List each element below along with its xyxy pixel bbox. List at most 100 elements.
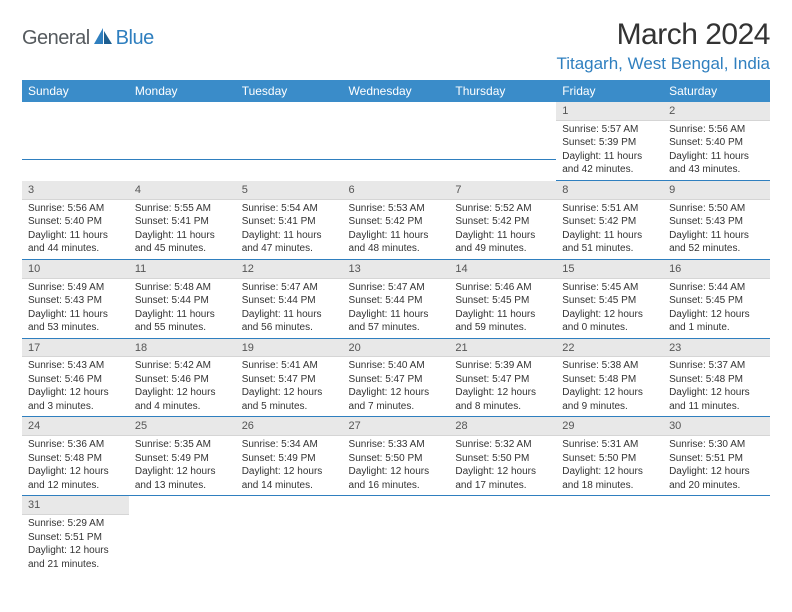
daylight-text: Daylight: 12 hours and 3 minutes. bbox=[28, 386, 123, 413]
sunset-text: Sunset: 5:41 PM bbox=[242, 215, 337, 229]
empty-cell bbox=[343, 496, 450, 554]
sunrise-text: Sunrise: 5:36 AM bbox=[28, 438, 123, 452]
day-number: 19 bbox=[236, 339, 343, 358]
daylight-text: Daylight: 12 hours and 18 minutes. bbox=[562, 465, 657, 492]
day-number: 5 bbox=[236, 181, 343, 200]
calendar-cell: 24Sunrise: 5:36 AMSunset: 5:48 PMDayligh… bbox=[22, 417, 129, 496]
day-number: 31 bbox=[22, 496, 129, 515]
day-body: Sunrise: 5:57 AMSunset: 5:39 PMDaylight:… bbox=[556, 121, 663, 181]
calendar-cell: 2Sunrise: 5:56 AMSunset: 5:40 PMDaylight… bbox=[663, 102, 770, 181]
calendar-cell bbox=[449, 496, 556, 574]
day-number: 18 bbox=[129, 339, 236, 358]
day-body: Sunrise: 5:42 AMSunset: 5:46 PMDaylight:… bbox=[129, 357, 236, 417]
daylight-text: Daylight: 12 hours and 16 minutes. bbox=[349, 465, 444, 492]
daylight-text: Daylight: 11 hours and 51 minutes. bbox=[562, 229, 657, 256]
daylight-text: Daylight: 11 hours and 57 minutes. bbox=[349, 308, 444, 335]
day-body: Sunrise: 5:44 AMSunset: 5:45 PMDaylight:… bbox=[663, 279, 770, 339]
day-body: Sunrise: 5:49 AMSunset: 5:43 PMDaylight:… bbox=[22, 279, 129, 339]
day-body: Sunrise: 5:47 AMSunset: 5:44 PMDaylight:… bbox=[236, 279, 343, 339]
sunset-text: Sunset: 5:51 PM bbox=[28, 531, 123, 545]
calendar-row: 31Sunrise: 5:29 AMSunset: 5:51 PMDayligh… bbox=[22, 496, 770, 574]
day-number: 15 bbox=[556, 260, 663, 279]
sunrise-text: Sunrise: 5:57 AM bbox=[562, 123, 657, 137]
daylight-text: Daylight: 11 hours and 53 minutes. bbox=[28, 308, 123, 335]
sunset-text: Sunset: 5:41 PM bbox=[135, 215, 230, 229]
calendar-cell: 28Sunrise: 5:32 AMSunset: 5:50 PMDayligh… bbox=[449, 417, 556, 496]
calendar-cell: 15Sunrise: 5:45 AMSunset: 5:45 PMDayligh… bbox=[556, 260, 663, 339]
daylight-text: Daylight: 12 hours and 0 minutes. bbox=[562, 308, 657, 335]
daylight-text: Daylight: 12 hours and 4 minutes. bbox=[135, 386, 230, 413]
calendar-cell: 7Sunrise: 5:52 AMSunset: 5:42 PMDaylight… bbox=[449, 181, 556, 260]
empty-cell bbox=[129, 496, 236, 554]
weekday-header: Saturday bbox=[663, 80, 770, 102]
calendar-cell: 26Sunrise: 5:34 AMSunset: 5:49 PMDayligh… bbox=[236, 417, 343, 496]
sunset-text: Sunset: 5:39 PM bbox=[562, 136, 657, 150]
day-number: 4 bbox=[129, 181, 236, 200]
month-title: March 2024 bbox=[556, 18, 770, 52]
sunset-text: Sunset: 5:44 PM bbox=[135, 294, 230, 308]
sunset-text: Sunset: 5:42 PM bbox=[349, 215, 444, 229]
location: Titagarh, West Bengal, India bbox=[556, 54, 770, 74]
sunset-text: Sunset: 5:50 PM bbox=[349, 452, 444, 466]
day-body: Sunrise: 5:34 AMSunset: 5:49 PMDaylight:… bbox=[236, 436, 343, 496]
sunset-text: Sunset: 5:50 PM bbox=[562, 452, 657, 466]
sunrise-text: Sunrise: 5:42 AM bbox=[135, 359, 230, 373]
day-number: 14 bbox=[449, 260, 556, 279]
logo-text-general: General bbox=[22, 27, 90, 50]
calendar-row: 3Sunrise: 5:56 AMSunset: 5:40 PMDaylight… bbox=[22, 181, 770, 260]
sunset-text: Sunset: 5:43 PM bbox=[28, 294, 123, 308]
empty-cell bbox=[22, 102, 129, 160]
daylight-text: Daylight: 11 hours and 59 minutes. bbox=[455, 308, 550, 335]
daylight-text: Daylight: 11 hours and 48 minutes. bbox=[349, 229, 444, 256]
sunrise-text: Sunrise: 5:48 AM bbox=[135, 281, 230, 295]
day-body: Sunrise: 5:35 AMSunset: 5:49 PMDaylight:… bbox=[129, 436, 236, 496]
day-body: Sunrise: 5:43 AMSunset: 5:46 PMDaylight:… bbox=[22, 357, 129, 417]
calendar-cell: 12Sunrise: 5:47 AMSunset: 5:44 PMDayligh… bbox=[236, 260, 343, 339]
day-body: Sunrise: 5:56 AMSunset: 5:40 PMDaylight:… bbox=[22, 200, 129, 260]
day-body: Sunrise: 5:48 AMSunset: 5:44 PMDaylight:… bbox=[129, 279, 236, 339]
weekday-header: Monday bbox=[129, 80, 236, 102]
calendar-row: 10Sunrise: 5:49 AMSunset: 5:43 PMDayligh… bbox=[22, 260, 770, 339]
sail-icon bbox=[92, 26, 114, 51]
calendar-cell: 17Sunrise: 5:43 AMSunset: 5:46 PMDayligh… bbox=[22, 339, 129, 418]
day-body: Sunrise: 5:31 AMSunset: 5:50 PMDaylight:… bbox=[556, 436, 663, 496]
weekday-header-row: Sunday Monday Tuesday Wednesday Thursday… bbox=[22, 80, 770, 102]
day-body: Sunrise: 5:51 AMSunset: 5:42 PMDaylight:… bbox=[556, 200, 663, 260]
calendar-cell: 1Sunrise: 5:57 AMSunset: 5:39 PMDaylight… bbox=[556, 102, 663, 181]
calendar-cell: 31Sunrise: 5:29 AMSunset: 5:51 PMDayligh… bbox=[22, 496, 129, 574]
sunrise-text: Sunrise: 5:38 AM bbox=[562, 359, 657, 373]
daylight-text: Daylight: 11 hours and 49 minutes. bbox=[455, 229, 550, 256]
calendar-cell: 13Sunrise: 5:47 AMSunset: 5:44 PMDayligh… bbox=[343, 260, 450, 339]
calendar-row: 1Sunrise: 5:57 AMSunset: 5:39 PMDaylight… bbox=[22, 102, 770, 181]
sunrise-text: Sunrise: 5:44 AM bbox=[669, 281, 764, 295]
day-number: 3 bbox=[22, 181, 129, 200]
sunrise-text: Sunrise: 5:47 AM bbox=[242, 281, 337, 295]
sunset-text: Sunset: 5:50 PM bbox=[455, 452, 550, 466]
daylight-text: Daylight: 11 hours and 47 minutes. bbox=[242, 229, 337, 256]
day-number: 16 bbox=[663, 260, 770, 279]
sunrise-text: Sunrise: 5:40 AM bbox=[349, 359, 444, 373]
day-body: Sunrise: 5:50 AMSunset: 5:43 PMDaylight:… bbox=[663, 200, 770, 260]
daylight-text: Daylight: 11 hours and 52 minutes. bbox=[669, 229, 764, 256]
calendar-cell bbox=[449, 102, 556, 181]
sunset-text: Sunset: 5:48 PM bbox=[562, 373, 657, 387]
calendar-cell bbox=[236, 102, 343, 181]
sunrise-text: Sunrise: 5:52 AM bbox=[455, 202, 550, 216]
day-body: Sunrise: 5:29 AMSunset: 5:51 PMDaylight:… bbox=[22, 515, 129, 574]
sunset-text: Sunset: 5:47 PM bbox=[455, 373, 550, 387]
sunrise-text: Sunrise: 5:29 AM bbox=[28, 517, 123, 531]
empty-cell bbox=[449, 102, 556, 160]
calendar-cell: 10Sunrise: 5:49 AMSunset: 5:43 PMDayligh… bbox=[22, 260, 129, 339]
sunrise-text: Sunrise: 5:53 AM bbox=[349, 202, 444, 216]
day-number: 25 bbox=[129, 417, 236, 436]
daylight-text: Daylight: 11 hours and 44 minutes. bbox=[28, 229, 123, 256]
day-number: 7 bbox=[449, 181, 556, 200]
sunset-text: Sunset: 5:47 PM bbox=[349, 373, 444, 387]
daylight-text: Daylight: 12 hours and 21 minutes. bbox=[28, 544, 123, 571]
sunrise-text: Sunrise: 5:51 AM bbox=[562, 202, 657, 216]
sunset-text: Sunset: 5:44 PM bbox=[349, 294, 444, 308]
daylight-text: Daylight: 12 hours and 9 minutes. bbox=[562, 386, 657, 413]
calendar-cell: 19Sunrise: 5:41 AMSunset: 5:47 PMDayligh… bbox=[236, 339, 343, 418]
day-body: Sunrise: 5:33 AMSunset: 5:50 PMDaylight:… bbox=[343, 436, 450, 496]
sunrise-text: Sunrise: 5:41 AM bbox=[242, 359, 337, 373]
